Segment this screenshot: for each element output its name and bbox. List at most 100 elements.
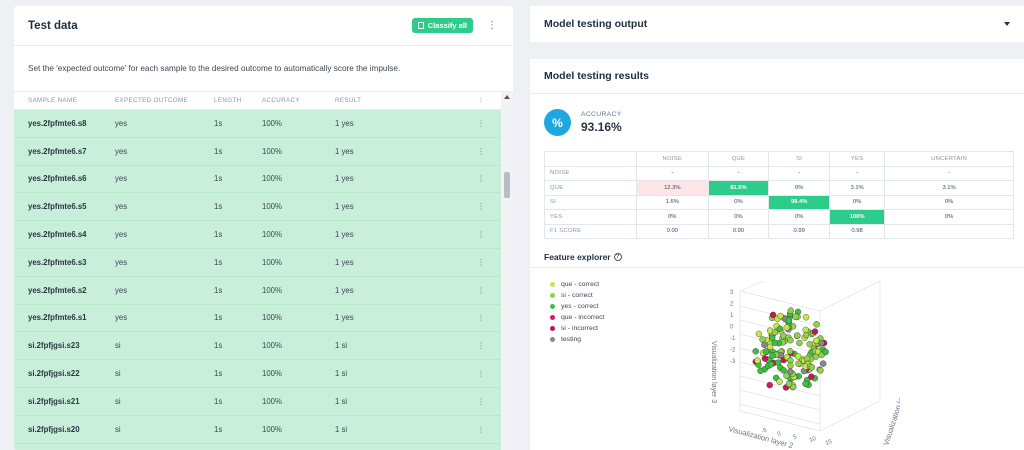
scatter-point[interactable]: [822, 348, 829, 356]
scatter-point[interactable]: [783, 372, 790, 379]
matrix-cell: -: [884, 165, 1014, 181]
scatter-point[interactable]: [766, 381, 773, 389]
matrix-cell: 0.98: [829, 223, 886, 239]
scatter-point[interactable]: [811, 328, 819, 335]
col-sample-name[interactable]: SAMPLE NAME: [28, 97, 78, 104]
legend-item[interactable]: yes - correct: [550, 301, 604, 312]
table-row[interactable]: yes.2fpfmte6.s7 yes 1s 100% 1 yes ⋮: [14, 138, 501, 166]
scatter-point[interactable]: [813, 321, 820, 328]
scatter-point[interactable]: [796, 339, 803, 347]
length-cell: 1s: [214, 313, 223, 323]
row-options-icon[interactable]: ⋮: [477, 341, 485, 351]
result-cell: 1 yes: [335, 230, 354, 240]
col-accuracy[interactable]: ACCURACY: [262, 97, 300, 104]
classify-all-button[interactable]: Classify all: [411, 18, 473, 33]
scroll-up-icon[interactable]: [504, 95, 510, 99]
scatter-point[interactable]: [769, 311, 777, 319]
scatter-point[interactable]: [767, 361, 775, 368]
scatter-point[interactable]: [818, 339, 825, 347]
scatter-point[interactable]: [755, 330, 763, 338]
table-row[interactable]: yes.2fpfmte6.s3 yes 1s 100% 1 yes ⋮: [14, 249, 501, 277]
scatter-point[interactable]: [787, 337, 794, 344]
scatter-point[interactable]: [776, 378, 783, 385]
scatter-point[interactable]: [806, 341, 813, 348]
scatter-point[interactable]: [761, 355, 769, 362]
legend-label: que - correct: [561, 281, 600, 288]
legend-item[interactable]: si - incorrect: [550, 323, 604, 334]
scatter-point[interactable]: [785, 380, 793, 388]
table-row[interactable]: si.2fpfjgsi.s20 si 1s 100% 1 si ⋮: [14, 416, 501, 444]
table-row[interactable]: yes.2fpfmte6.s2 yes 1s 100% 1 yes ⋮: [14, 277, 501, 305]
scatter-point[interactable]: [752, 348, 759, 355]
scatter-point[interactable]: [802, 314, 810, 321]
row-options-icon[interactable]: ⋮: [477, 396, 485, 406]
table-row[interactable]: si.2fpfjgsi.s21 si 1s 100% 1 si ⋮: [14, 388, 501, 416]
row-options-icon[interactable]: ⋮: [477, 257, 485, 267]
scatter-point[interactable]: [795, 360, 802, 367]
scatter-point[interactable]: [754, 357, 761, 364]
scatter-point[interactable]: [777, 312, 784, 320]
row-options-icon[interactable]: ⋮: [477, 118, 485, 128]
scatter-point[interactable]: [771, 339, 779, 346]
scatter-point[interactable]: [757, 367, 764, 375]
scatter-point[interactable]: [769, 352, 776, 359]
scatter-point[interactable]: [794, 353, 802, 360]
scatter-point[interactable]: [786, 368, 794, 375]
help-icon[interactable]: ?: [613, 253, 622, 261]
scatter-point[interactable]: [783, 324, 791, 331]
scatter-point[interactable]: [817, 367, 824, 374]
more-options-icon[interactable]: ⋮: [487, 19, 497, 31]
scatter-point[interactable]: [794, 332, 801, 339]
column-options-icon[interactable]: ⋮: [477, 97, 485, 104]
row-options-icon[interactable]: ⋮: [477, 424, 485, 434]
col-length[interactable]: LENGTH: [214, 97, 242, 104]
table-scrollbar[interactable]: [501, 92, 513, 450]
row-options-icon[interactable]: ⋮: [477, 369, 485, 379]
row-options-icon[interactable]: ⋮: [477, 202, 485, 212]
scatter-point[interactable]: [787, 307, 795, 314]
scatter-point[interactable]: [803, 355, 811, 362]
sample-name-cell: yes.2fpfmte6.s8: [28, 118, 87, 128]
table-row[interactable]: yes.2fpfmte6.s1 yes 1s 100% 1 yes ⋮: [14, 305, 501, 333]
chevron-down-icon[interactable]: [1004, 22, 1010, 26]
model-testing-output-panel[interactable]: Model testing output: [530, 6, 1024, 42]
legend-item[interactable]: testing: [550, 334, 604, 345]
legend-item[interactable]: que - incorrect: [550, 312, 604, 323]
scatter-point[interactable]: [802, 331, 810, 339]
scatter-point[interactable]: [785, 317, 793, 324]
scatter-point[interactable]: [792, 313, 799, 320]
scroll-thumb[interactable]: [504, 172, 510, 198]
row-options-icon[interactable]: ⋮: [477, 285, 485, 295]
row-options-icon[interactable]: ⋮: [477, 146, 485, 156]
scatter-point[interactable]: [759, 336, 766, 343]
scatter-point[interactable]: [768, 334, 776, 341]
scatter-point[interactable]: [808, 364, 816, 371]
table-row[interactable]: yes.2fpfmte6.s5 yes 1s 100% 1 yes ⋮: [14, 193, 501, 222]
scatter-point[interactable]: [808, 373, 815, 380]
row-options-icon[interactable]: ⋮: [477, 230, 485, 240]
col-expected-outcome[interactable]: EXPECTED OUTCOME: [115, 97, 189, 104]
scatter-point[interactable]: [786, 347, 794, 355]
scatter-point[interactable]: [762, 348, 770, 355]
legend-item[interactable]: que - correct: [550, 279, 604, 290]
table-row[interactable]: si.2fpfjgsi.s22 si 1s 100% 1 si ⋮: [14, 360, 501, 388]
scatter-point[interactable]: [771, 329, 779, 336]
legend-item[interactable]: si - correct: [550, 290, 604, 301]
scatter-point[interactable]: [780, 367, 787, 374]
table-row[interactable]: yes.2fpfmte6.s4 yes 1s 100% 1 yes ⋮: [14, 221, 501, 249]
table-row[interactable]: yes.2fpfmte6.s6 yes 1s 100% 1 yes ⋮: [14, 166, 501, 194]
table-row[interactable]: si.2fpfjgsi.s23 si 1s 100% 1 si ⋮: [14, 332, 501, 361]
accuracy-cell: 100%: [262, 146, 282, 156]
scatter-point[interactable]: [766, 343, 774, 351]
scatter-point[interactable]: [776, 325, 784, 332]
col-result[interactable]: RESULT: [335, 97, 362, 104]
sample-name-cell: si.2fpfjgsi.s23: [28, 341, 80, 351]
scatter-point[interactable]: [761, 341, 768, 348]
scatter-point[interactable]: [819, 360, 827, 367]
scatter-point[interactable]: [787, 362, 794, 369]
row-options-icon[interactable]: ⋮: [477, 313, 485, 323]
row-options-icon[interactable]: ⋮: [477, 174, 485, 184]
table-row[interactable]: yes.2fpfmte6.s8 yes 1s 100% 1 yes ⋮: [14, 110, 501, 138]
scatter-point[interactable]: [802, 380, 809, 388]
